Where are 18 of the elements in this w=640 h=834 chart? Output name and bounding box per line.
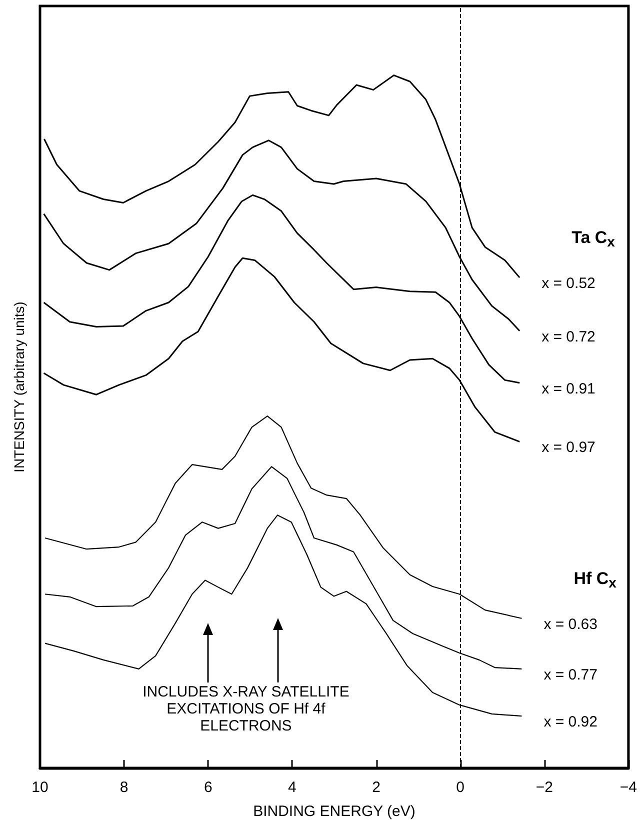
y-axis-title: INTENSITY (arbitrary units) (11, 302, 27, 472)
series-label: x = 0.77 (544, 666, 598, 684)
x-tick-label: 0 (456, 779, 464, 796)
annotation: INCLUDES X-RAY SATELLITE EXCITATIONS OF Hf 4f ELECTRONS (142, 684, 350, 735)
x-tick-label: −2 (536, 779, 553, 796)
x-tick-label: 4 (288, 779, 296, 796)
series-label: x = 0.63 (544, 616, 598, 633)
series-label: x = 0.72 (542, 328, 596, 346)
x-axis-title: BINDING ENERGY (eV) (253, 803, 416, 820)
series-label: x = 0.52 (542, 275, 596, 292)
series-label: x = 0.92 (544, 714, 598, 731)
x-tick-label: 10 (32, 779, 48, 796)
x-tick-label: 6 (204, 779, 212, 796)
x-tick-label: 8 (120, 779, 128, 796)
series-label: x = 0.91 (542, 380, 596, 398)
x-tick-label: 2 (372, 779, 380, 796)
series-label: x = 0.97 (542, 439, 596, 456)
x-tick-label: −4 (620, 779, 638, 796)
